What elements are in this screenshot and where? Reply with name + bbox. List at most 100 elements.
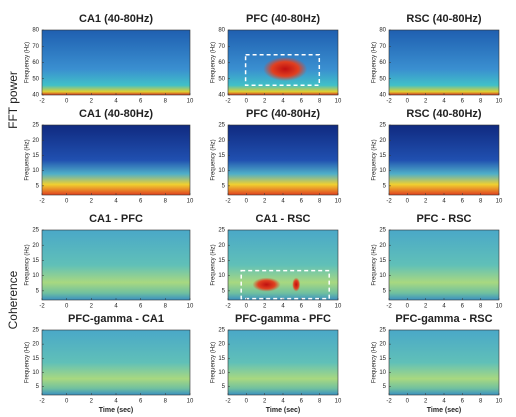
y-tick-label: 40 <box>379 93 386 99</box>
y-tick-label: 15 <box>32 153 39 159</box>
hot-spot <box>252 277 281 292</box>
x-tick-label: 2 <box>424 199 428 205</box>
x-tick-label: 10 <box>496 199 503 205</box>
x-tick-label: 10 <box>335 304 342 310</box>
x-tick-label: 6 <box>139 304 143 310</box>
y-tick-label: 20 <box>32 342 39 348</box>
y-tick-label: 80 <box>32 28 39 34</box>
x-tick-label: 2 <box>263 304 267 310</box>
x-tick-label: 4 <box>442 399 446 405</box>
panel-title: CA1 - RSC <box>255 213 310 225</box>
spectrogram <box>42 230 190 300</box>
x-tick-label: 4 <box>281 304 285 310</box>
y-tick-label: 10 <box>32 168 39 174</box>
x-tick-label: 0 <box>65 99 69 105</box>
y-tick-label: 25 <box>379 123 386 129</box>
y-tick-label: 10 <box>379 168 386 174</box>
spectrogram <box>42 330 190 395</box>
panel-title: CA1 (40-80Hz) <box>79 108 153 120</box>
y-tick-label: 25 <box>379 228 386 234</box>
y-tick-label: 10 <box>379 273 386 279</box>
x-tick-label: 2 <box>424 99 428 105</box>
panel-title: CA1 (40-80Hz) <box>79 13 153 25</box>
y-axis-label: Frequency (Hz) <box>372 244 378 285</box>
y-axis-label: Frequency (Hz) <box>25 139 31 180</box>
y-tick-label: 10 <box>218 168 225 174</box>
x-tick-label: 2 <box>90 304 94 310</box>
y-tick-label: 10 <box>379 370 386 376</box>
x-tick-label: -2 <box>386 199 392 205</box>
x-tick-label: 8 <box>164 99 168 105</box>
y-tick-label: 25 <box>218 228 225 234</box>
y-tick-label: 50 <box>379 76 386 82</box>
x-tick-label: 0 <box>406 399 410 405</box>
x-tick-label: -2 <box>225 399 231 405</box>
y-tick-label: 50 <box>32 76 39 82</box>
spectrogram <box>389 330 499 395</box>
y-axis-label: Frequency (Hz) <box>25 244 31 285</box>
y-tick-label: 15 <box>32 258 39 264</box>
y-tick-label: 60 <box>379 60 386 66</box>
y-tick-label: 10 <box>218 273 225 279</box>
x-tick-label: 0 <box>245 99 249 105</box>
y-tick-label: 15 <box>218 356 225 362</box>
spectrogram <box>228 230 338 300</box>
x-tick-label: 6 <box>461 399 465 405</box>
y-tick-label: 25 <box>218 123 225 129</box>
x-tick-label: 6 <box>139 199 143 205</box>
y-tick-label: 25 <box>218 328 225 334</box>
highlight-box <box>240 269 330 300</box>
x-tick-label: 6 <box>461 99 465 105</box>
x-tick-label: 6 <box>461 304 465 310</box>
y-tick-label: 25 <box>32 328 39 334</box>
x-tick-label: -2 <box>386 99 392 105</box>
panel-title: PFC-gamma - PFC <box>235 313 331 325</box>
spectrogram <box>389 230 499 300</box>
y-tick-label: 15 <box>218 153 225 159</box>
x-tick-label: 8 <box>479 199 483 205</box>
x-tick-label: 6 <box>300 399 304 405</box>
x-tick-label: 8 <box>164 304 168 310</box>
x-tick-label: 0 <box>65 199 69 205</box>
y-tick-label: 15 <box>379 258 386 264</box>
x-tick-label: 10 <box>187 399 194 405</box>
x-tick-label: 8 <box>164 399 168 405</box>
y-tick-label: 50 <box>218 76 225 82</box>
y-tick-label: 70 <box>379 44 386 50</box>
x-tick-label: 10 <box>187 304 194 310</box>
x-tick-label: -2 <box>39 304 45 310</box>
spectrogram <box>228 125 338 195</box>
y-tick-label: 20 <box>379 342 386 348</box>
x-tick-label: 0 <box>245 399 249 405</box>
x-tick-label: -2 <box>39 199 45 205</box>
x-tick-label: 8 <box>318 199 322 205</box>
x-tick-label: 10 <box>335 399 342 405</box>
x-tick-label: 0 <box>245 304 249 310</box>
y-tick-label: 80 <box>218 28 225 34</box>
x-tick-label: 8 <box>479 304 483 310</box>
panel-title: PFC - RSC <box>417 213 472 225</box>
y-tick-label: 70 <box>32 44 39 50</box>
x-tick-label: 8 <box>318 99 322 105</box>
panel-title: PFC (40-80Hz) <box>246 13 320 25</box>
panel-title: PFC-gamma - CA1 <box>68 313 164 325</box>
x-tick-label: 4 <box>114 199 118 205</box>
y-axis-label: Frequency (Hz) <box>211 139 217 180</box>
x-tick-label: 4 <box>442 304 446 310</box>
x-tick-label: 10 <box>187 99 194 105</box>
x-axis-label: Time (sec) <box>99 407 134 414</box>
x-tick-label: 2 <box>263 399 267 405</box>
y-tick-label: 25 <box>379 328 386 334</box>
y-tick-label: 5 <box>222 288 226 294</box>
x-tick-label: 2 <box>90 399 94 405</box>
y-tick-label: 40 <box>32 93 39 99</box>
hot-spot <box>263 57 308 81</box>
x-tick-label: 10 <box>335 199 342 205</box>
x-tick-label: 4 <box>281 199 285 205</box>
x-tick-label: 8 <box>318 304 322 310</box>
panel-title: RSC (40-80Hz) <box>406 13 482 25</box>
x-tick-label: 6 <box>300 99 304 105</box>
x-tick-label: 10 <box>496 399 503 405</box>
x-tick-label: -2 <box>386 399 392 405</box>
